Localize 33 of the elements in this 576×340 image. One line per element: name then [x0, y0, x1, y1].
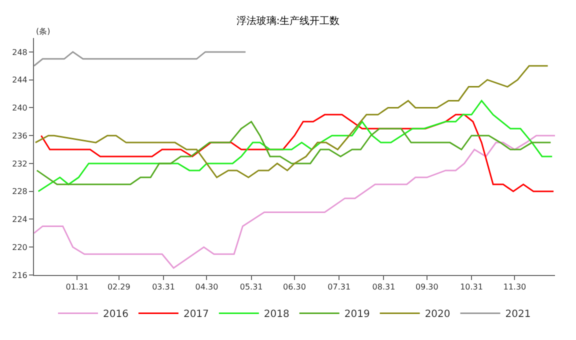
y-tick-label: 228	[12, 187, 28, 196]
legend-label: 2021	[505, 309, 531, 320]
y-tick-label: 232	[12, 159, 28, 168]
y-tick-label: 248	[12, 48, 28, 57]
x-tick-label: 06.30	[283, 282, 306, 292]
legend-label: 2016	[103, 309, 128, 320]
line-series	[36, 120, 552, 186]
x-tick-label: 04.30	[195, 282, 218, 292]
line-series	[38, 100, 553, 192]
y-tick-label: 220	[12, 242, 28, 252]
line-series	[34, 134, 555, 269]
chart-title: 浮法玻璃:生产线开工数	[236, 15, 340, 27]
x-tick-label: 09.30	[415, 282, 438, 292]
y-tick-label: 244	[12, 76, 28, 85]
legend-label: 2019	[344, 309, 370, 320]
y-tick-label: 240	[12, 104, 28, 113]
line-series	[34, 65, 549, 178]
y-axis-title: (条)	[36, 27, 50, 36]
x-tick-label: 05.31	[240, 282, 263, 292]
x-tick-label: 07.31	[328, 282, 351, 292]
y-tick-label: 224	[12, 215, 28, 224]
x-tick-label: 03.31	[152, 282, 175, 292]
legend-label: 2018	[264, 309, 290, 320]
x-tick-label: 02.29	[107, 282, 130, 292]
legend-label: 2017	[183, 309, 209, 320]
line-series	[40, 114, 554, 192]
x-tick-label: 08.31	[372, 282, 396, 292]
y-tick-label: 216	[12, 270, 28, 280]
x-tick-label: 11.30	[503, 282, 526, 292]
x-tick-label: 01.31	[66, 282, 89, 292]
legend-label: 2020	[424, 309, 450, 320]
x-tick-label: 10.31	[460, 282, 483, 292]
y-tick-label: 236	[12, 131, 28, 140]
